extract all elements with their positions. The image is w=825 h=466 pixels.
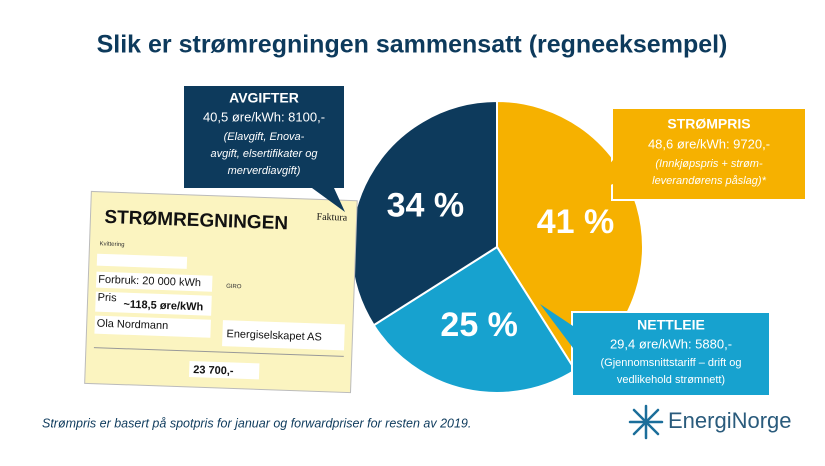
invoice-field <box>95 291 212 316</box>
invoice-field <box>96 253 188 269</box>
callout-note: avgift, elsertifikater og <box>211 148 319 160</box>
callout-line: 29,4 øre/kWh: 5880,- <box>610 336 732 351</box>
invoice-price-label: Pris <box>97 292 117 305</box>
callout-note: vedlikehold strømnett) <box>617 374 725 386</box>
callout-note: leverandørens påslag)* <box>652 175 766 187</box>
logo: EnergiNorge <box>628 404 792 440</box>
callout-pointer <box>312 188 345 212</box>
slice-label: 34 % <box>387 187 465 225</box>
callout-title: NETTLEIE <box>637 317 705 333</box>
invoice-payee: Energiselskapet AS <box>226 328 322 343</box>
callout-avgifter: AVGIFTER 40,5 øre/kWh: 8100,- (Elavgift,… <box>182 84 346 212</box>
invoice-rule <box>93 347 344 357</box>
callout-nettleie: NETTLEIE 29,4 øre/kWh: 5880,- (Gjennomsn… <box>540 304 771 397</box>
invoice-kind: Faktura <box>316 212 347 224</box>
slice-label: 41 % <box>537 203 615 241</box>
invoice-receipt: Kvittering <box>99 241 124 248</box>
callout-pointer <box>540 304 573 348</box>
invoice-usage: Forbruk: 20 000 kWh <box>98 274 201 290</box>
callout-line: 40,5 øre/kWh: 8100,- <box>203 109 325 124</box>
footnote: Strømpris er basert på spotpris for janu… <box>42 416 471 430</box>
callout-pointer <box>582 160 613 196</box>
invoice: STRØMREGNINGEN Faktura Kvittering Forbru… <box>84 190 358 394</box>
callout-strompris: STRØMPRIS 48,6 øre/kWh: 9720,- (Innkjøps… <box>582 107 807 201</box>
invoice-amount: 23 700,- <box>193 364 234 377</box>
invoice-field <box>94 315 211 338</box>
callout-note: (Gjennomsnittstariff – drift og <box>600 357 741 369</box>
callout-title: STRØMPRIS <box>667 116 750 132</box>
invoice-field <box>188 360 260 380</box>
pie-slice <box>372 245 577 394</box>
callout-box <box>182 84 346 190</box>
invoice-giro: GIRO <box>226 284 242 291</box>
callout-title: AVGIFTER <box>229 90 299 106</box>
invoice-payer: Ola Nordmann <box>97 318 169 332</box>
slice-label: 25 % <box>440 306 518 344</box>
callout-line: 48,6 øre/kWh: 9720,- <box>648 136 770 151</box>
pie-slice <box>350 99 498 327</box>
invoice-price: ~118,5 øre/kWh <box>123 299 203 314</box>
logo-text: EnergiNorge <box>668 408 792 433</box>
invoice-field <box>96 271 213 292</box>
callout-box <box>571 311 771 397</box>
invoice-field <box>222 320 345 351</box>
chart-title: Slik er strømregningen sammensatt (regne… <box>97 31 728 59</box>
logo-icon <box>628 404 664 440</box>
callout-note: (Elavgift, Enova- <box>224 131 305 143</box>
callout-note: merverdiavgift) <box>228 165 301 177</box>
callout-note: (Innkjøpspris + strøm- <box>655 158 763 170</box>
callout-box <box>611 107 807 201</box>
